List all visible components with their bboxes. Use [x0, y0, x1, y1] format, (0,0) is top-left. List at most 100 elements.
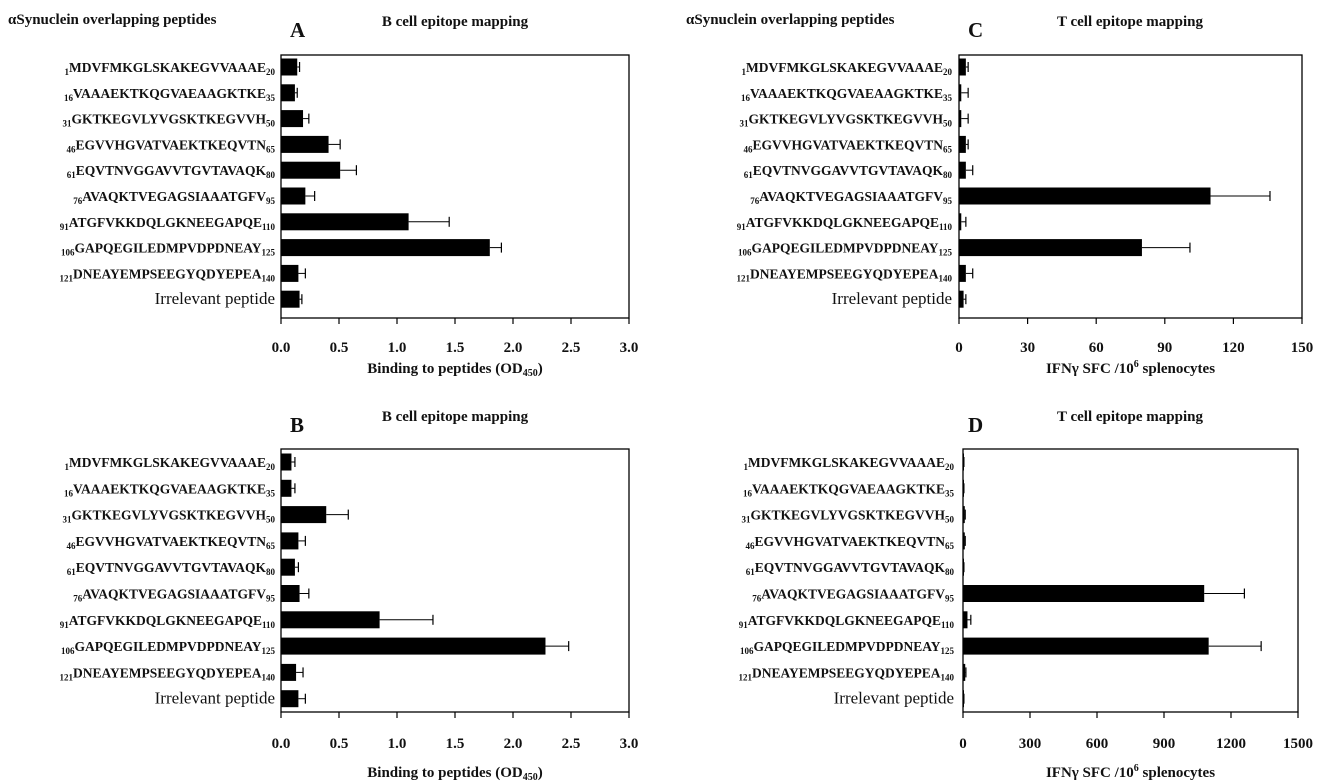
x-axis-label: IFNγ SFC /106 splenocytes [1046, 763, 1215, 781]
category-label: 16VAAAEKTKQGVAEAAGKTKE35 [741, 86, 953, 103]
category-label: 31GKTKEGVLYVGSKTKEGVVH50 [62, 508, 275, 525]
x-tick-label: 600 [1086, 736, 1109, 752]
bar [281, 585, 300, 602]
category-label: 46EGVVHGVATVAEKTKEQVTN65 [66, 137, 275, 154]
bar [281, 290, 300, 308]
x-tick-label: 0 [959, 736, 967, 752]
panel-c: C T cell epitope mapping 1MDVFMKGLSKAKEGVV… [736, 14, 1313, 377]
category-label: 1MDVFMKGLSKAKEGVVAAAE20 [64, 455, 275, 472]
category-label: 76AVAQKTVEGAGSIAAATGFV95 [752, 587, 954, 604]
bar [281, 479, 292, 497]
x-tick-label: 1200 [1216, 736, 1246, 752]
bar [959, 135, 966, 153]
category-label: Irrelevant peptide [155, 289, 275, 308]
x-tick-label: 1.0 [388, 340, 407, 356]
category-label: 91ATGFVKKDQLGKNEEGAPQE110 [739, 613, 955, 630]
bar [281, 453, 292, 471]
category-label: Irrelevant peptide [832, 289, 952, 308]
category-label: 121DNEAYEMPSEEGYQDYEPEA140 [59, 665, 275, 682]
bar [959, 239, 1142, 257]
x-tick-label: 150 [1291, 340, 1314, 356]
x-tick-label: 90 [1157, 340, 1172, 356]
category-label: 46EGVVHGVATVAEKTKEQVTN65 [743, 137, 952, 154]
panels: A B cell epitope mapping 1MDVFMKGLSKAKEGVV… [59, 14, 1313, 783]
x-tick-label: 0.5 [330, 736, 349, 752]
x-tick-label: 2.0 [504, 736, 523, 752]
category-label: 76AVAQKTVEGAGSIAAATGFV95 [750, 189, 952, 206]
bar [959, 84, 962, 102]
bar [281, 187, 306, 205]
category-label: 46EGVVHGVATVAEKTKEQVTN65 [66, 534, 275, 551]
bar [959, 290, 964, 308]
bar [963, 663, 966, 681]
category-label: 16VAAAEKTKQGVAEAAGKTKE35 [64, 86, 276, 103]
category-label: 121DNEAYEMPSEEGYQDYEPEA140 [59, 266, 275, 283]
right-column-header: αSynuclein overlapping peptides [686, 12, 895, 28]
category-label: 61EQVTNVGGAVVTGVTAVAQK80 [67, 163, 276, 180]
x-tick-label: 3.0 [620, 736, 639, 752]
plot-frame [958, 54, 1303, 319]
category-label: 106GAPQEGILEDMPVDPDNEAY125 [61, 639, 276, 656]
category-label: 1MDVFMKGLSKAKEGVVAAAE20 [743, 455, 954, 472]
category-label: 16VAAAEKTKQGVAEAAGKTKE35 [64, 481, 276, 498]
category-label: 106GAPQEGILEDMPVDPDNEAY125 [738, 241, 953, 258]
category-label: 61EQVTNVGGAVVTGVTAVAQK80 [744, 163, 953, 180]
category-label: 1MDVFMKGLSKAKEGVVAAAE20 [64, 60, 275, 77]
x-tick-label: 120 [1222, 340, 1245, 356]
x-axis-label: IFNγ SFC /106 splenocytes [1046, 359, 1215, 377]
bar [281, 110, 304, 128]
panel-letter: A [290, 18, 306, 42]
x-tick-label: 30 [1020, 340, 1035, 356]
x-tick-label: 0.0 [272, 340, 291, 356]
category-label: 91ATGFVKKDQLGKNEEGAPQE110 [60, 215, 276, 232]
panel-b: B B cell epitope mapping 1MDVFMKGLSKAKEGVV… [59, 409, 638, 783]
bar [281, 135, 329, 153]
category-label: 31GKTKEGVLYVGSKTKEGVVH50 [741, 508, 954, 525]
bar [959, 213, 962, 231]
x-tick-label: 2.0 [504, 340, 523, 356]
bar [959, 161, 966, 179]
category-label: 61EQVTNVGGAVVTGVTAVAQK80 [67, 560, 276, 577]
category-label: Irrelevant peptide [155, 689, 275, 708]
bar [281, 161, 341, 179]
x-tick-label: 900 [1153, 736, 1176, 752]
left-column-header: αSynuclein overlapping peptides [8, 12, 217, 28]
bar [963, 532, 965, 550]
bar [281, 213, 409, 231]
category-label: 121DNEAYEMPSEEGYQDYEPEA140 [738, 665, 954, 682]
panel-letter: C [968, 18, 983, 42]
panel-letter: D [968, 413, 983, 437]
x-tick-label: 2.5 [562, 340, 581, 356]
bar [281, 84, 295, 102]
bar [281, 663, 297, 681]
chart-title: T cell epitope mapping [1057, 409, 1203, 425]
panel-a: A B cell epitope mapping 1MDVFMKGLSKAKEGVV… [59, 14, 638, 379]
category-label: 1MDVFMKGLSKAKEGVVAAAE20 [741, 60, 952, 77]
plot-frame [280, 448, 630, 713]
category-label: 106GAPQEGILEDMPVDPDNEAY125 [61, 241, 276, 258]
category-label: 46EGVVHGVATVAEKTKEQVTN65 [745, 534, 954, 551]
x-tick-label: 0 [955, 340, 963, 356]
category-label: 76AVAQKTVEGAGSIAAATGFV95 [73, 189, 275, 206]
x-tick-label: 2.5 [562, 736, 581, 752]
chart-title: T cell epitope mapping [1057, 14, 1203, 30]
bar [959, 110, 962, 128]
bar [959, 264, 966, 282]
x-tick-label: 0.0 [272, 736, 291, 752]
category-label: 76AVAQKTVEGAGSIAAATGFV95 [73, 587, 275, 604]
category-label: 31GKTKEGVLYVGSKTKEGVVH50 [62, 112, 275, 129]
x-axis-label: Binding to peptides (OD450) [367, 361, 542, 379]
category-label: 106GAPQEGILEDMPVDPDNEAY125 [740, 639, 955, 656]
bar [281, 558, 295, 576]
bar [281, 58, 298, 76]
bar [959, 187, 1211, 205]
category-label: 31GKTKEGVLYVGSKTKEGVVH50 [739, 112, 952, 129]
category-label: 91ATGFVKKDQLGKNEEGAPQE110 [737, 215, 953, 232]
panel-letter: B [290, 413, 304, 437]
x-tick-label: 1.5 [446, 736, 465, 752]
x-tick-label: 3.0 [620, 340, 639, 356]
x-tick-label: 1.5 [446, 340, 465, 356]
x-tick-label: 1.0 [388, 736, 407, 752]
bar [281, 637, 546, 655]
bar [963, 611, 968, 629]
